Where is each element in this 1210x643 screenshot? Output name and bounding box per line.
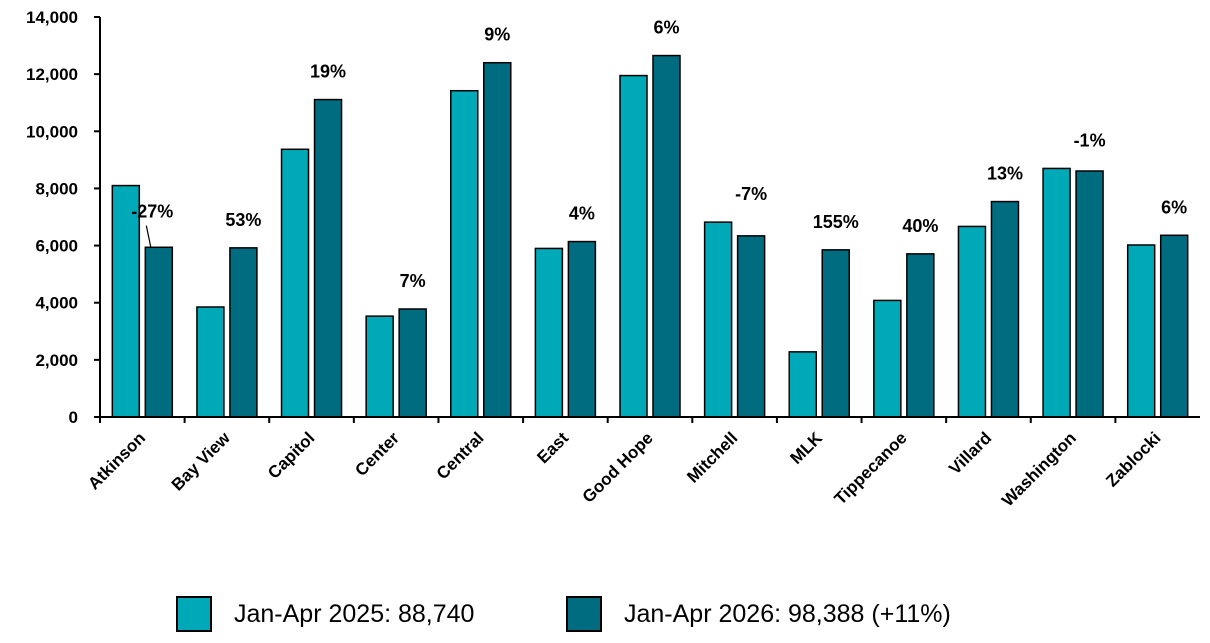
x-tick-label: East xyxy=(533,428,572,467)
bar-2026-east xyxy=(567,240,597,418)
y-tick-label: 12,000 xyxy=(26,65,78,84)
bar-2025-central xyxy=(450,89,479,418)
x-tick-label: Villard xyxy=(945,428,995,478)
x-tick-label: Bay View xyxy=(168,428,235,495)
percent-change-label: 40% xyxy=(902,216,938,236)
legend-swatch-2025 xyxy=(176,596,212,632)
bar-2025-center xyxy=(365,315,394,418)
percent-change-label: 6% xyxy=(1161,197,1187,217)
x-tick-label: Central xyxy=(433,428,488,483)
y-tick-label: 2,000 xyxy=(35,351,78,370)
percent-change-label: -1% xyxy=(1074,130,1106,150)
bar-2025-atkinson xyxy=(111,184,141,418)
y-axis: 0 2,000 4,000 6,000 8,000 10,000 12,000 14,000 xyxy=(26,8,101,427)
y-tick-label: 6,000 xyxy=(35,237,78,256)
bar-2026-zablocki xyxy=(1159,234,1189,418)
y-tick-label: 10,000 xyxy=(26,122,78,141)
x-tick-label: Mitchell xyxy=(683,428,741,486)
bar-2025-bay-view xyxy=(196,306,225,418)
bar-2025-mlk xyxy=(788,351,817,418)
bar-2025-villard xyxy=(957,225,987,418)
bar-2025-good-hope xyxy=(619,74,648,418)
y-tick-label: 0 xyxy=(69,408,78,427)
percent-change-label: -27% xyxy=(131,202,173,222)
x-tick-label: Capitol xyxy=(264,428,318,482)
legend-swatch-2026 xyxy=(566,596,602,632)
bar-2026-villard xyxy=(990,200,1020,418)
bar-2025-mitchell xyxy=(703,221,733,418)
bar-chart: -27% 53% 19% 7% 9% 4% 6% -7% 155% 40% 13% -1% 6% 0 2,… xyxy=(26,8,1200,510)
legend-label-2025: Jan-Apr 2025: 88,740 xyxy=(234,599,475,628)
percent-change-label: 19% xyxy=(310,62,346,82)
percent-leader-line xyxy=(145,225,152,248)
bar-2026-capitol xyxy=(313,98,343,418)
bar-2026-mitchell xyxy=(736,235,766,418)
bars-layer xyxy=(111,54,1189,418)
bar-2026-washington xyxy=(1075,170,1104,418)
percent-change-label: 7% xyxy=(400,271,426,291)
bar-2025-washington xyxy=(1042,167,1071,418)
legend-item-2026: Jan-Apr 2026: 98,388 (+11%) xyxy=(566,596,951,632)
bar-2025-east xyxy=(534,247,564,418)
x-tick-label: Good Hope xyxy=(579,428,657,506)
x-tick-label: Zablocki xyxy=(1102,428,1164,490)
bar-2026-good-hope xyxy=(652,54,681,418)
y-tick-label: 14,000 xyxy=(26,8,78,27)
y-tick-label: 8,000 xyxy=(35,179,78,198)
y-tick-label: 4,000 xyxy=(35,294,78,313)
bar-2025-capitol xyxy=(280,148,310,418)
x-tick-label: MLK xyxy=(787,428,827,468)
bar-2026-bay-view xyxy=(229,247,258,418)
x-tick-label: Tippecanoe xyxy=(831,428,911,508)
bar-2026-tippecanoe xyxy=(906,253,935,418)
percent-change-label: -7% xyxy=(735,184,767,204)
legend-item-2025: Jan-Apr 2025: 88,740 xyxy=(176,596,474,632)
percent-change-label: 155% xyxy=(813,212,859,232)
bar-2026-atkinson xyxy=(144,246,174,418)
percent-change-label: 6% xyxy=(653,18,679,38)
bar-2025-tippecanoe xyxy=(873,299,902,418)
bar-2026-central xyxy=(483,61,512,418)
x-tick-label: Washington xyxy=(998,428,1080,510)
legend: Jan-Apr 2025: 88,740 Jan-Apr 2026: 98,38… xyxy=(0,596,1210,640)
bar-2025-zablocki xyxy=(1126,244,1156,418)
percent-labels-layer: -27% 53% 19% 7% 9% 4% 6% -7% 155% 40% 13% -1% 6% xyxy=(131,18,1187,291)
x-tick-label: Center xyxy=(351,428,403,480)
bar-2026-mlk xyxy=(821,249,850,418)
x-axis: Atkinson Bay View Capitol Center Central East… xyxy=(84,416,1200,510)
bar-2026-center xyxy=(398,308,427,418)
legend-label-2026: Jan-Apr 2026: 98,388 (+11%) xyxy=(624,599,951,628)
x-tick-label: Atkinson xyxy=(84,428,149,493)
percent-change-label: 13% xyxy=(987,164,1023,184)
percent-change-label: 9% xyxy=(484,25,510,45)
percent-change-label: 53% xyxy=(225,210,261,230)
percent-change-label: 4% xyxy=(569,204,595,224)
